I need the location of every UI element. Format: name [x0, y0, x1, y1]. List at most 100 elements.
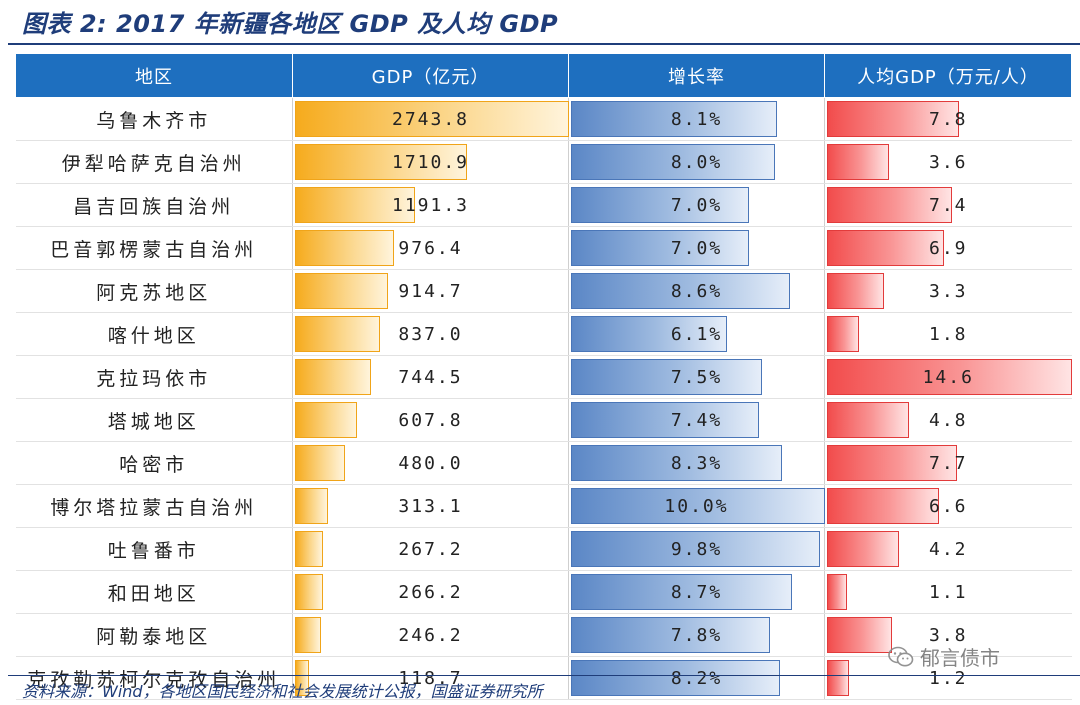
per-capita-value: 3.3 — [928, 280, 968, 302]
growth-cell: 7.0% — [568, 226, 825, 270]
gdp-value: 607.8 — [398, 409, 463, 431]
growth-cell: 7.5% — [568, 355, 825, 399]
region-cell: 伊犁哈萨克自治州 — [15, 140, 293, 184]
region-name: 巴音郭楞蒙古自治州 — [50, 238, 258, 261]
table-row: 乌鲁木齐市 2743.8 8.1% 7.8 — [15, 97, 1072, 141]
growth-value: 8.7% — [670, 581, 723, 603]
per-capita-value: 1.1 — [928, 581, 968, 603]
region-name: 哈密市 — [119, 453, 189, 476]
growth-bar — [571, 101, 778, 137]
growth-value: 7.0% — [670, 194, 723, 216]
growth-value: 7.5% — [670, 366, 723, 388]
gdp-cell: 246.2 — [292, 613, 569, 657]
region-cell: 乌鲁木齐市 — [15, 97, 293, 141]
gdp-bar — [295, 445, 345, 481]
per-capita-bar — [827, 359, 1072, 395]
growth-bar — [571, 359, 762, 395]
gdp-bar — [295, 273, 388, 309]
per-capita-value: 3.6 — [928, 151, 968, 173]
growth-value: 8.6% — [670, 280, 723, 302]
watermark-text: 郁言债市 — [920, 646, 1000, 670]
table-row: 克孜勒苏柯尔克孜自治州 118.7 8.2% 1.2 — [15, 656, 1072, 700]
growth-bar — [571, 187, 750, 223]
growth-bar — [571, 230, 750, 266]
gdp-cell: 313.1 — [292, 484, 569, 528]
growth-cell: 7.0% — [568, 183, 825, 227]
growth-bar — [571, 445, 783, 481]
gdp-cell: 480.0 — [292, 441, 569, 485]
per-capita-cell: 6.9 — [824, 226, 1072, 270]
growth-cell: 8.6% — [568, 269, 825, 313]
per-capita-value: 4.8 — [928, 409, 968, 431]
growth-cell: 8.0% — [568, 140, 825, 184]
growth-value: 7.4% — [670, 409, 723, 431]
gdp-cell: 744.5 — [292, 355, 569, 399]
per-capita-cell: 1.1 — [824, 570, 1072, 614]
per-capita-value: 1.8 — [928, 323, 968, 345]
growth-cell: 7.4% — [568, 398, 825, 442]
growth-bar — [571, 144, 775, 180]
growth-value: 8.2% — [670, 667, 723, 689]
table-row: 博尔塔拉蒙古自治州 313.1 10.0% 6.6 — [15, 484, 1072, 528]
table-row: 昌吉回族自治州 1191.3 7.0% 7.4 — [15, 183, 1072, 227]
per-capita-value: 6.9 — [928, 237, 968, 259]
region-name: 塔城地区 — [107, 410, 200, 433]
per-capita-bar — [827, 187, 953, 223]
title-divider — [8, 43, 1080, 45]
gdp-value: 246.2 — [398, 624, 463, 646]
per-capita-bar — [827, 617, 893, 653]
gdp-bar — [295, 359, 371, 395]
growth-bar — [571, 402, 760, 438]
gdp-cell: 976.4 — [292, 226, 569, 270]
region-cell: 阿勒泰地区 — [15, 613, 293, 657]
per-capita-value: 7.7 — [928, 452, 968, 474]
per-capita-bar — [827, 574, 848, 610]
gdp-value: 313.1 — [398, 495, 463, 517]
per-capita-value: 3.8 — [928, 624, 968, 646]
table-row: 和田地区 266.2 8.7% 1.1 — [15, 570, 1072, 614]
table-header-row: 地区 GDP（亿元） 增长率 人均GDP（万元/人） — [15, 53, 1072, 98]
region-name: 博尔塔拉蒙古自治州 — [50, 496, 258, 519]
growth-bar — [571, 488, 825, 524]
per-capita-bar — [827, 316, 859, 352]
gdp-value: 1191.3 — [391, 194, 470, 216]
region-name: 喀什地区 — [107, 324, 200, 347]
gdp-bar — [295, 402, 358, 438]
region-name: 克孜勒苏柯尔克孜自治州 — [27, 668, 281, 691]
region-cell: 阿克苏地区 — [15, 269, 293, 313]
gdp-cell: 118.7 — [292, 656, 569, 700]
per-capita-value: 6.6 — [928, 495, 968, 517]
per-capita-cell: 1.8 — [824, 312, 1072, 356]
gdp-bar — [295, 230, 394, 266]
growth-cell: 10.0% — [568, 484, 825, 528]
growth-value: 10.0% — [664, 495, 729, 517]
gdp-bar — [295, 617, 322, 653]
region-name: 乌鲁木齐市 — [96, 109, 212, 132]
per-capita-bar — [827, 273, 884, 309]
growth-bar — [571, 316, 727, 352]
per-capita-bar — [827, 230, 944, 266]
growth-bar — [571, 273, 790, 309]
data-table: 地区 GDP（亿元） 增长率 人均GDP（万元/人） 乌鲁木齐市 2743.8 8.… — [15, 53, 1072, 700]
per-capita-bar — [827, 660, 849, 696]
per-capita-value: 7.4 — [928, 194, 968, 216]
header-per-capita: 人均GDP（万元/人） — [824, 53, 1072, 98]
gdp-value: 914.7 — [398, 280, 463, 302]
per-capita-cell: 14.6 — [824, 355, 1072, 399]
table-row: 吐鲁番市 267.2 9.8% 4.2 — [15, 527, 1072, 571]
growth-value: 9.8% — [670, 538, 723, 560]
growth-cell: 9.8% — [568, 527, 825, 571]
per-capita-value: 7.8 — [928, 108, 968, 130]
gdp-value: 976.4 — [398, 237, 463, 259]
per-capita-bar — [827, 531, 899, 567]
per-capita-cell: 7.7 — [824, 441, 1072, 485]
growth-cell: 8.2% — [568, 656, 825, 700]
table-row: 伊犁哈萨克自治州 1710.9 8.0% 3.6 — [15, 140, 1072, 184]
gdp-cell: 607.8 — [292, 398, 569, 442]
gdp-value: 2743.8 — [391, 108, 470, 130]
per-capita-bar — [827, 445, 958, 481]
growth-cell: 8.7% — [568, 570, 825, 614]
region-cell: 克孜勒苏柯尔克孜自治州 — [15, 656, 293, 700]
growth-value: 6.1% — [670, 323, 723, 345]
growth-cell: 6.1% — [568, 312, 825, 356]
